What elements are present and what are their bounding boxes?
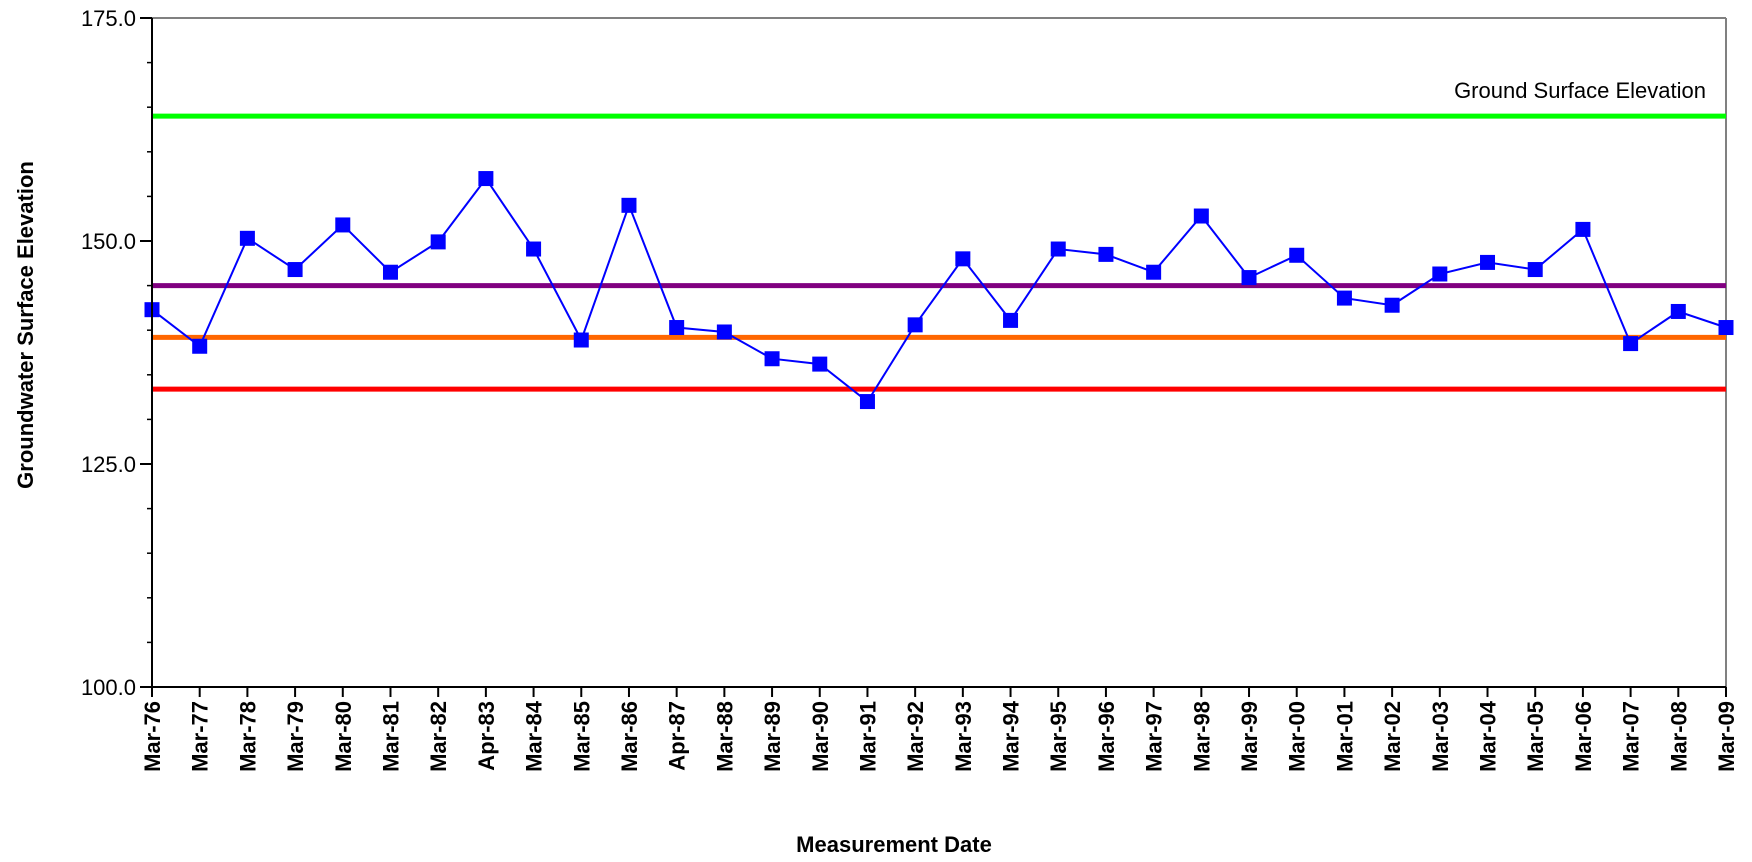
x-tick-label: Mar-92 <box>903 701 928 772</box>
x-tick-label: Mar-82 <box>426 701 451 772</box>
reference-line-label-0: Ground Surface Elevation <box>1454 78 1706 103</box>
x-tick-label: Mar-97 <box>1142 701 1167 772</box>
x-tick-label: Mar-98 <box>1189 701 1214 772</box>
y-tick-label: 175.0 <box>81 6 136 31</box>
data-point-13 <box>764 351 780 367</box>
data-point-23 <box>1241 270 1257 286</box>
x-tick-label: Mar-00 <box>1285 701 1310 772</box>
data-point-21 <box>1146 264 1162 280</box>
data-point-11 <box>669 320 685 336</box>
x-tick-label: Mar-99 <box>1237 701 1262 772</box>
data-point-1 <box>192 338 208 354</box>
x-tick-label: Mar-09 <box>1714 701 1739 772</box>
data-point-24 <box>1289 247 1305 263</box>
data-point-14 <box>812 356 828 372</box>
x-tick-label: Mar-77 <box>188 701 213 772</box>
data-point-29 <box>1527 262 1543 278</box>
x-tick-label: Mar-01 <box>1332 701 1357 772</box>
data-point-3 <box>287 262 303 278</box>
data-point-28 <box>1480 254 1496 270</box>
x-tick-label: Mar-89 <box>760 701 785 772</box>
data-point-16 <box>907 317 923 333</box>
x-tick-label: Mar-02 <box>1380 701 1405 772</box>
data-point-10 <box>621 197 637 213</box>
data-point-9 <box>573 332 589 348</box>
data-point-22 <box>1193 208 1209 224</box>
data-point-26 <box>1384 297 1400 313</box>
x-tick-label: Mar-04 <box>1476 700 1501 772</box>
y-tick-label: 150.0 <box>81 229 136 254</box>
x-tick-label: Mar-94 <box>999 700 1024 772</box>
x-tick-label: Mar-08 <box>1666 701 1691 772</box>
x-tick-label: Mar-93 <box>951 701 976 772</box>
x-tick-label: Mar-81 <box>378 701 403 772</box>
x-tick-label: Mar-91 <box>855 701 880 772</box>
x-tick-label: Mar-03 <box>1428 701 1453 772</box>
x-tick-label: Mar-84 <box>522 700 547 772</box>
data-point-17 <box>955 251 971 267</box>
x-tick-label: Mar-86 <box>617 701 642 772</box>
data-point-6 <box>430 234 446 250</box>
data-point-4 <box>335 217 351 233</box>
x-tick-label: Mar-85 <box>569 701 594 772</box>
data-point-7 <box>478 171 494 187</box>
data-point-5 <box>382 264 398 280</box>
data-point-31 <box>1623 336 1639 352</box>
y-axis-title: Groundwater Surface Elevation <box>13 161 38 489</box>
x-axis-title: Measurement Date <box>796 832 992 857</box>
x-tick-label: Mar-80 <box>331 701 356 772</box>
x-tick-label: Mar-88 <box>712 701 737 772</box>
data-point-25 <box>1336 290 1352 306</box>
data-point-30 <box>1575 221 1591 237</box>
series-line-0 <box>151 176 1727 404</box>
data-point-20 <box>1098 246 1114 262</box>
x-tick-label: Mar-95 <box>1046 701 1071 772</box>
x-tick-label: Mar-07 <box>1619 701 1644 772</box>
x-tick-label: Mar-79 <box>283 701 308 772</box>
data-point-19 <box>1050 241 1066 257</box>
x-tick-label: Mar-05 <box>1523 701 1548 772</box>
data-point-2 <box>239 230 255 246</box>
data-point-12 <box>716 324 732 340</box>
x-tick-label: Mar-76 <box>140 701 165 772</box>
x-tick-label: Mar-78 <box>235 701 260 772</box>
x-tick-label: Mar-06 <box>1571 701 1596 772</box>
x-tick-label: Apr-83 <box>474 701 499 771</box>
data-point-18 <box>1003 312 1019 328</box>
data-point-33 <box>1718 320 1734 336</box>
x-tick-label: Mar-96 <box>1094 701 1119 772</box>
x-tick-label: Mar-90 <box>808 701 833 772</box>
x-tick-label: Apr-87 <box>665 701 690 771</box>
y-tick-label: 125.0 <box>81 452 136 477</box>
data-point-8 <box>526 241 542 257</box>
data-point-15 <box>859 394 875 410</box>
y-tick-label: 100.0 <box>81 675 136 700</box>
data-point-32 <box>1670 303 1686 319</box>
data-point-27 <box>1432 266 1448 282</box>
